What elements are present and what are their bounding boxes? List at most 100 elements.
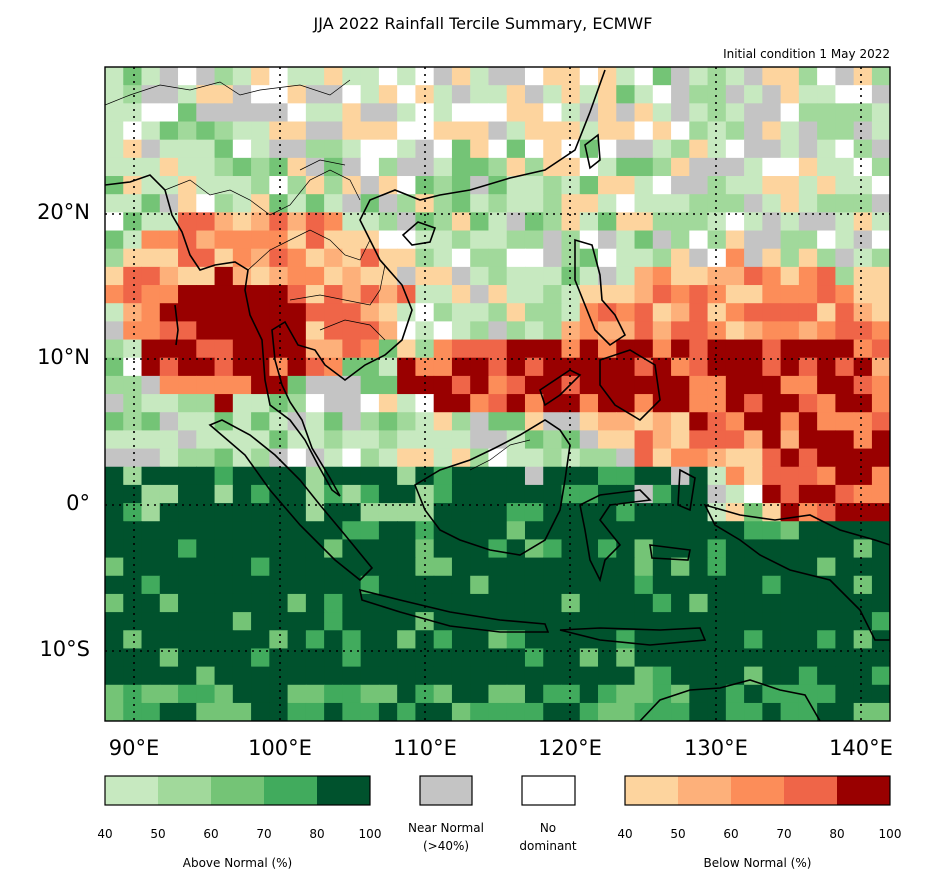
tercile-grid-cell — [689, 684, 709, 704]
tercile-grid-cell — [689, 303, 709, 322]
tercile-grid-cell — [817, 357, 836, 377]
tercile-grid-cell — [798, 248, 818, 268]
tercile-grid-cell — [360, 85, 380, 104]
tercile-grid-cell — [616, 212, 636, 232]
tercile-grid-cell — [305, 593, 325, 613]
tercile-grid-cell — [707, 248, 727, 268]
tercile-grid-cell — [780, 230, 800, 250]
tercile-grid-cell — [360, 666, 380, 686]
tercile-grid-cell — [105, 139, 124, 159]
tercile-grid-cell — [835, 121, 855, 141]
tercile-grid-cell — [488, 557, 508, 577]
tercile-grid-cell — [579, 230, 599, 250]
tercile-grid-cell — [105, 339, 124, 359]
tercile-grid-cell — [378, 612, 398, 631]
map-subtitle: Initial condition 1 May 2022 — [723, 47, 890, 61]
tercile-grid-cell — [415, 194, 435, 213]
tercile-grid-cell — [324, 666, 343, 686]
tercile-grid-cell — [178, 412, 197, 431]
tercile-grid-cell — [798, 648, 818, 668]
tercile-grid-cell — [342, 702, 362, 721]
tercile-grid-cell — [305, 176, 325, 195]
tercile-grid-cell — [853, 557, 873, 577]
tercile-grid-cell — [871, 684, 890, 704]
tercile-grid-cell — [524, 194, 544, 213]
tercile-grid-cell — [634, 575, 654, 595]
tercile-grid-cell — [744, 285, 763, 304]
tercile-grid-cell — [543, 103, 563, 123]
tercile-grid-cell — [689, 339, 709, 359]
tercile-grid-cell — [123, 103, 143, 123]
tercile-grid-cell — [652, 303, 672, 322]
tercile-grid-cell — [817, 593, 836, 613]
tercile-grid-cell — [780, 648, 800, 668]
tercile-grid-cell — [616, 557, 636, 577]
tercile-grid-cell — [360, 557, 380, 577]
tercile-grid-cell — [214, 430, 234, 450]
tercile-grid-cell — [123, 466, 143, 486]
tercile-grid-cell — [744, 466, 763, 486]
tercile-grid-cell — [506, 684, 526, 704]
tercile-grid-cell — [342, 375, 362, 395]
tercile-grid-cell — [598, 321, 617, 341]
tercile-grid-cell — [360, 503, 380, 522]
near-normal-swatch — [419, 775, 473, 806]
tercile-grid-cell — [159, 375, 179, 395]
tercile-grid-cell — [671, 266, 690, 286]
tercile-grid-cell — [196, 212, 216, 232]
tercile-grid-cell — [762, 139, 782, 159]
tercile-grid-cell — [305, 285, 325, 304]
tercile-grid-cell — [196, 266, 216, 286]
tercile-grid-cell — [488, 630, 508, 650]
tercile-grid-cell — [251, 303, 270, 322]
tercile-grid-cell — [798, 539, 818, 559]
tercile-grid-cell — [214, 648, 234, 668]
tercile-grid-cell — [579, 448, 599, 468]
tercile-grid-cell — [123, 557, 143, 577]
tercile-grid-cell — [451, 266, 471, 286]
tercile-grid-cell — [725, 85, 745, 104]
tercile-grid-cell — [214, 339, 234, 359]
tercile-grid-cell — [798, 321, 818, 341]
tercile-grid-cell — [671, 430, 690, 450]
tercile-grid-cell — [744, 176, 763, 195]
tercile-grid-cell — [470, 521, 490, 541]
tercile-grid-cell — [835, 630, 855, 650]
tercile-grid-cell — [123, 539, 143, 559]
tercile-grid-cell — [634, 666, 654, 686]
tercile-grid-cell — [616, 648, 636, 668]
tercile-grid-cell — [652, 412, 672, 431]
tercile-grid-cell — [871, 285, 890, 304]
tercile-grid-cell — [324, 593, 343, 613]
tercile-grid-cell — [305, 357, 325, 377]
tercile-grid-cell — [141, 103, 161, 123]
tercile-grid-cell — [835, 412, 855, 431]
tercile-grid-cell — [579, 466, 599, 486]
tercile-grid-cell — [616, 521, 636, 541]
tercile-grid-cell — [616, 248, 636, 268]
tercile-grid-cell — [762, 103, 782, 123]
tercile-grid-cell — [835, 593, 855, 613]
coastlines — [105, 69, 890, 721]
tercile-grid-cell — [324, 230, 343, 250]
tercile-grid-cell — [232, 303, 252, 322]
tercile-grid-cell — [397, 176, 417, 195]
tercile-grid-cell — [561, 157, 581, 177]
tercile-grid-cell — [214, 557, 234, 577]
tercile-grid-cell — [579, 139, 599, 159]
tercile-grid-cell — [159, 67, 179, 86]
tercile-grid-cell — [105, 630, 124, 650]
tercile-grid-cell — [744, 357, 763, 377]
tercile-grid-cell — [671, 702, 690, 721]
tercile-grid-cell — [433, 684, 453, 704]
tercile-grid-cell — [324, 612, 343, 631]
tercile-grid-cell — [451, 557, 471, 577]
tercile-grid-cell — [853, 466, 873, 486]
tercile-grid-cell — [451, 702, 471, 721]
tercile-grid-cell — [232, 630, 252, 650]
tercile-grid-cell — [251, 612, 270, 631]
tercile-grid-cell — [324, 157, 343, 177]
tercile-grid-cell — [451, 394, 471, 413]
tercile-grid-cell — [707, 612, 727, 631]
tercile-grid-cell — [506, 194, 526, 213]
